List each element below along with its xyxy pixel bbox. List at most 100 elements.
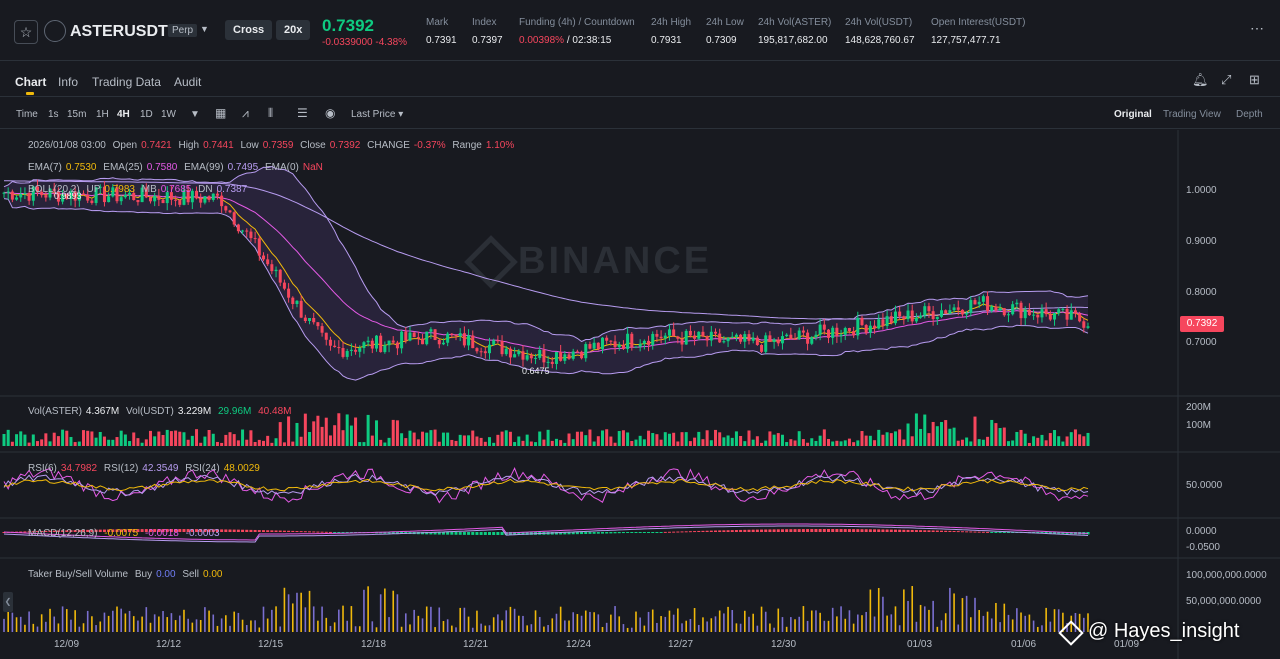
- timeframe-time[interactable]: Time: [16, 109, 38, 120]
- taker-bar: [940, 620, 943, 632]
- date-label: 01/03: [907, 639, 933, 650]
- volume-bar: [709, 440, 713, 446]
- taker-bar: [384, 588, 386, 632]
- candlestick-chart[interactable]: [0, 130, 1280, 659]
- volume-bar: [107, 439, 111, 446]
- volume-bar: [354, 417, 358, 446]
- candle-body: [722, 341, 726, 343]
- candle-body: [232, 212, 236, 225]
- margin-mode-button[interactable]: Cross: [225, 20, 273, 40]
- taker-bar: [363, 589, 365, 632]
- taker-bar: [919, 604, 922, 632]
- taker-bar: [446, 619, 449, 632]
- candle-body: [893, 311, 897, 324]
- taker-bar: [530, 624, 533, 632]
- candle-body: [944, 310, 948, 314]
- timeframe-1s[interactable]: 1s: [48, 109, 59, 120]
- taker-bar: [212, 614, 215, 632]
- macd-histogram-bar: [705, 530, 709, 532]
- timeframe-dropdown-icon[interactable]: ▼: [190, 109, 200, 120]
- volume-bar: [944, 420, 948, 446]
- timeframe-1h[interactable]: 1H: [96, 109, 109, 120]
- expand-icon[interactable]: ⤢: [1221, 72, 1232, 87]
- taker-bar: [1057, 609, 1060, 632]
- taker-bar: [660, 616, 662, 632]
- view-depth[interactable]: Depth: [1236, 109, 1263, 120]
- favorite-star-icon[interactable]: ☆: [14, 20, 38, 44]
- taker-bar: [1066, 623, 1068, 632]
- candle-body: [316, 322, 320, 327]
- candle-body: [676, 336, 680, 339]
- tab-audit[interactable]: Audit: [174, 75, 202, 89]
- price-source-dropdown[interactable]: Last Price ▾: [351, 109, 404, 120]
- tab-chart[interactable]: Chart: [15, 75, 47, 89]
- taker-bar: [208, 610, 210, 632]
- taker-bar: [451, 625, 453, 632]
- candle-body: [605, 337, 609, 341]
- candle-body: [370, 340, 374, 349]
- candle-body: [705, 336, 709, 341]
- open-label: Open: [112, 140, 138, 151]
- tab-info[interactable]: Info: [58, 75, 79, 89]
- timeframe-4h[interactable]: 4H: [117, 109, 130, 120]
- vol-ma2-value: 40.48M: [258, 406, 292, 417]
- taker-bar: [970, 617, 972, 632]
- volume-bar: [69, 436, 73, 446]
- candle-body: [747, 334, 751, 341]
- candle-body: [1086, 326, 1090, 328]
- timeframe-15m[interactable]: 15m: [67, 109, 87, 120]
- macd-histogram-bar: [429, 532, 433, 535]
- taker-bar: [417, 615, 420, 632]
- macd-histogram-bar: [446, 532, 450, 535]
- macd-histogram-bar: [1006, 532, 1010, 533]
- taker-bar: [124, 613, 127, 632]
- taker-bar: [86, 610, 89, 632]
- taker-bar: [258, 627, 261, 632]
- indicators-icon[interactable]: ⫴: [268, 106, 274, 120]
- candle-body: [534, 357, 538, 359]
- settings-list-icon[interactable]: ☰: [297, 106, 308, 120]
- taker-bar: [409, 624, 411, 632]
- macd-histogram-bar: [973, 531, 977, 533]
- volume-bar: [810, 438, 814, 446]
- view-trading-view[interactable]: Trading View: [1163, 109, 1221, 120]
- candle-body: [906, 310, 910, 320]
- more-options-icon[interactable]: ⋯: [1250, 20, 1265, 36]
- ema0-label: EMA(0): [264, 162, 299, 173]
- volume-bar: [140, 442, 144, 446]
- taker-bar: [630, 627, 633, 632]
- taker-bar: [492, 617, 495, 632]
- bell-icon[interactable]: 🔔︎: [1192, 72, 1209, 87]
- tab-trading-data[interactable]: Trading Data: [92, 75, 161, 89]
- chart-type-icon[interactable]: ⩘: [242, 106, 249, 120]
- taker-bar: [643, 625, 646, 632]
- candle-body: [115, 187, 119, 202]
- taker-bar: [764, 611, 767, 632]
- volume-bar: [1057, 436, 1061, 446]
- macd-histogram-bar: [1061, 532, 1065, 534]
- candle-body: [31, 186, 35, 201]
- symbol-name[interactable]: ASTERUSDT: [70, 23, 168, 40]
- taker-bar: [266, 618, 269, 632]
- chevron-down-icon[interactable]: ▼: [200, 24, 209, 34]
- leverage-button[interactable]: 20x: [276, 20, 311, 40]
- change-label: CHANGE: [367, 140, 410, 151]
- macd-histogram-bar: [48, 530, 52, 532]
- macd-histogram-bar: [877, 529, 881, 532]
- timeframe-1w[interactable]: 1W: [161, 109, 176, 120]
- taker-bar: [91, 616, 93, 632]
- candles: [2, 179, 1090, 370]
- volume-bar: [182, 432, 186, 446]
- calendar-icon[interactable]: ▦: [215, 106, 227, 120]
- target-icon[interactable]: ◉: [325, 106, 336, 120]
- view-original[interactable]: Original: [1114, 109, 1152, 120]
- grid-layout-icon[interactable]: ⊞: [1249, 72, 1260, 87]
- volume-bar: [23, 434, 27, 446]
- volume-bar: [517, 436, 521, 446]
- timeframe-1d[interactable]: 1D: [140, 109, 153, 120]
- collapse-handle-icon[interactable]: ❮: [3, 592, 13, 612]
- volume-bar: [793, 440, 797, 446]
- candle-body: [1065, 308, 1069, 320]
- candle-body: [15, 197, 19, 200]
- volume-bar: [935, 426, 939, 446]
